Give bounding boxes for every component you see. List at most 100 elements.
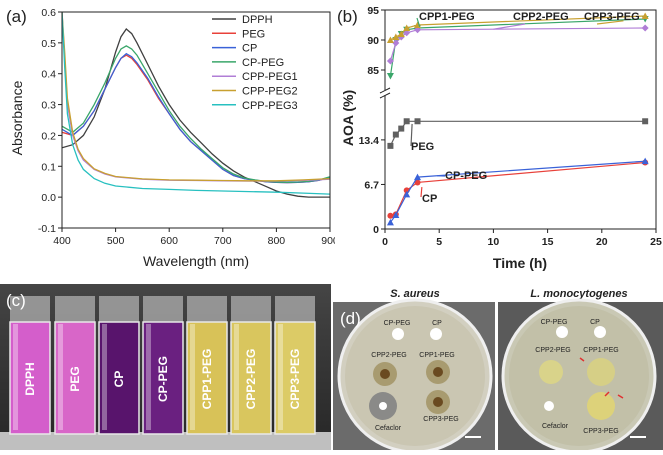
- point-peg: [387, 143, 393, 149]
- b-annotation-label: CP-PEG: [445, 170, 487, 182]
- a-y-tick-label: -0.1: [38, 223, 56, 235]
- a-legend-label: PEG: [242, 28, 265, 40]
- a-y-tick-label: 0.1: [41, 161, 56, 173]
- b-annotation-label: PEG: [411, 141, 434, 153]
- absorbance-plot-area: 400 500 600 700 800 900 -0.1 0.0 0.1 0.2 0.3 0.4 0.5…: [38, 7, 335, 247]
- a-y-axis-label: Absorbance: [9, 80, 25, 155]
- series-cp-peg: [62, 46, 330, 182]
- b-y-tick-label: 90: [367, 35, 379, 47]
- a-legend-label: CPP-PEG2: [242, 86, 298, 98]
- a-x-tick-label: 700: [214, 235, 232, 247]
- a-x-tick-label: 400: [53, 235, 71, 247]
- vial-cap: [231, 296, 271, 324]
- vial-highlight: [278, 324, 283, 430]
- organism-label-2: L. monocytogenes: [530, 288, 627, 300]
- organism-label-1: S. aureus: [390, 288, 440, 300]
- a-y-tick-label: 0.0: [41, 192, 56, 204]
- scale-bar-2: [630, 436, 646, 438]
- b-annotation-label: CPP2-PEG: [513, 11, 569, 23]
- scale-bar-1: [465, 436, 481, 438]
- a-y-tick-label: 0.4: [41, 69, 56, 81]
- a-legend-label: DPPH: [242, 14, 273, 26]
- b-y-tick-label: 13.4: [359, 135, 380, 147]
- panel-b-label: (b): [337, 7, 358, 26]
- a-x-tick-label: 800: [268, 235, 286, 247]
- s-aureus-well-label-2: CP: [432, 320, 442, 327]
- vial-highlight: [190, 324, 195, 430]
- vial-cap: [187, 296, 227, 324]
- a-x-axis-label: Wavelength (nm): [143, 253, 249, 269]
- plates-illustration: S. aureus L. monocytogenes CP-PEG CP CPP…: [333, 284, 663, 450]
- a-y-tick-label: 0.6: [41, 7, 56, 19]
- b-x-tick-label: 15: [542, 236, 554, 248]
- point-peg: [404, 118, 410, 124]
- b-y-tick-label: 0: [373, 224, 379, 236]
- vial-label: CP-PEG: [156, 356, 170, 402]
- panel-a-label: (a): [6, 7, 27, 26]
- b-x-tick-label: 5: [436, 236, 442, 248]
- point-peg: [642, 118, 648, 124]
- l-mono-well-label-5: CPP3-PEG: [583, 428, 618, 435]
- b-x-axis-label: Time (h): [493, 255, 547, 271]
- well-cp: [430, 328, 442, 340]
- vial-cap: [99, 296, 139, 324]
- b-annotation-label: CPP3-PEG: [584, 11, 640, 23]
- b-y-tick-label: 85: [367, 65, 379, 77]
- vial-label: CPP2-PEG: [244, 349, 258, 410]
- series-cp-peg: [390, 161, 645, 222]
- b-x-tick-label: 0: [382, 236, 388, 248]
- vial-highlight: [13, 324, 18, 430]
- l-mono-well-label-4: CPP1-PEG: [583, 347, 618, 354]
- a-legend-label: CP: [242, 43, 257, 55]
- a-x-tick-label: 900: [321, 235, 335, 247]
- a-y-tick-label: 0.5: [41, 38, 56, 50]
- s-aureus-well-label-6: Cefaclor: [375, 425, 402, 432]
- a-y-tick-label: 0.3: [41, 100, 56, 112]
- l-mono-well-label-3: CPP2-PEG: [535, 347, 570, 354]
- vial-label: DPPH: [23, 362, 37, 395]
- a-legend-label: CPP-PEG3: [242, 100, 298, 112]
- plate-l-monocytogenes: CP-PEG CP CPP2-PEG CPP1-PEG CPP3-PEG Cef…: [498, 300, 663, 450]
- vial-cap: [55, 296, 95, 324]
- vial-cap: [275, 296, 315, 324]
- well-cp-peg: [392, 328, 404, 340]
- b-x-tick-label: 20: [596, 236, 608, 248]
- s-aureus-well-label-3: CPP2-PEG: [371, 352, 406, 359]
- well-cp-peg-2: [556, 326, 568, 338]
- panel-d-label: (d): [340, 309, 361, 328]
- point-peg: [398, 126, 404, 132]
- b-y-axis-label: AOA (%): [340, 90, 356, 146]
- agar-plates-photo: S. aureus L. monocytogenes CP-PEG CP CPP…: [333, 284, 663, 450]
- series-cpp1-peg: [390, 19, 645, 76]
- b-annotation-label: CP: [422, 193, 437, 205]
- vial-highlight: [58, 324, 63, 430]
- l-mono-well-label-2: CP: [590, 319, 600, 326]
- vial-highlight: [146, 324, 151, 430]
- l-mono-well-label-6: Cefaclor: [542, 423, 569, 430]
- b-y-tick-label: 95: [367, 5, 379, 17]
- series-cpp2-peg: [390, 28, 645, 61]
- b-x-tick-label: 10: [488, 236, 500, 248]
- point-cpp2-peg: [642, 25, 649, 32]
- a-x-tick-label: 600: [160, 235, 178, 247]
- s-aureus-well-label-4: CPP1-PEG: [419, 352, 454, 359]
- vial-label: CP: [112, 371, 126, 388]
- well-cp-2: [594, 326, 606, 338]
- vial-highlight: [102, 324, 107, 430]
- b-x-tick-label: 25: [650, 236, 662, 248]
- b-y-tick-label: 6.7: [364, 179, 379, 191]
- vial-label: PEG: [68, 366, 82, 391]
- vial-label: CPP1-PEG: [200, 349, 214, 410]
- l-mono-well-label-1: CP-PEG: [541, 319, 568, 326]
- a-x-tick-label: 500: [107, 235, 125, 247]
- a-legend-label: CP-PEG: [242, 57, 284, 69]
- a-y-tick-label: 0.2: [41, 130, 56, 142]
- point-peg: [415, 118, 421, 124]
- s-aureus-well-label-1: CP-PEG: [384, 320, 411, 327]
